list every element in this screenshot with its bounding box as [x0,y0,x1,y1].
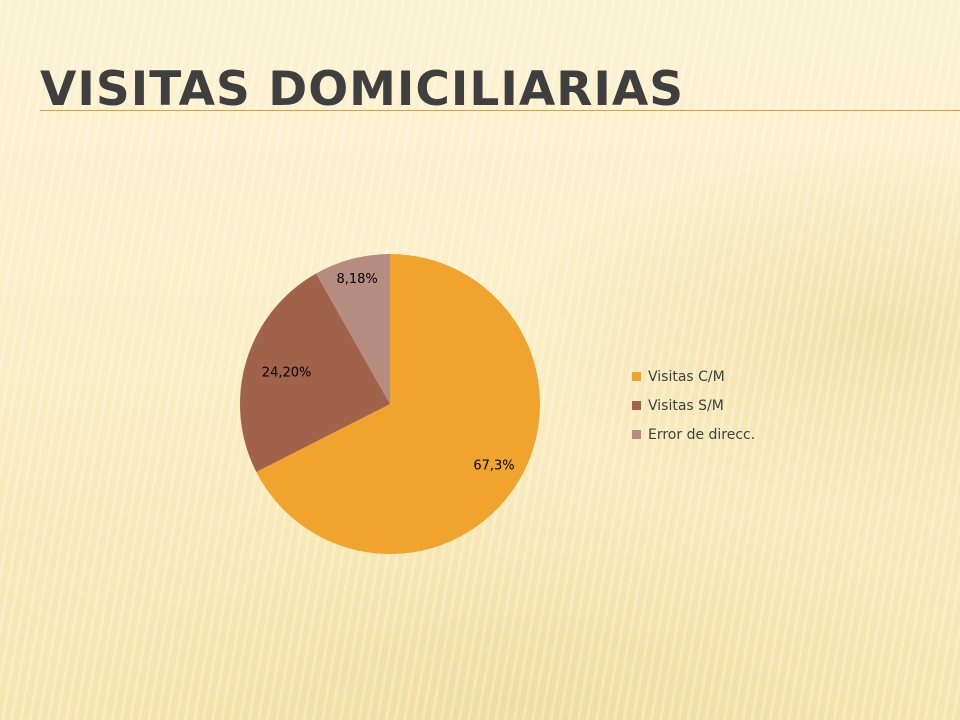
chart-legend: Visitas C/M Visitas S/M Error de direcc. [632,362,755,449]
pie-slice [256,254,540,554]
legend-swatch [632,372,641,381]
slide-title: Visitas domiciliarias [40,62,685,117]
legend-label: Visitas C/M [648,368,725,385]
pie-data-label: 24,20% [262,365,312,380]
pie-slice [316,254,390,404]
pie-slice [239,273,390,472]
legend-item: Error de direcc. [632,420,755,449]
legend-label: Error de direcc. [648,426,756,443]
legend-label: Visitas S/M [648,397,724,414]
legend-swatch [632,401,641,410]
pie-data-label: 8,18% [336,272,377,287]
legend-item: Visitas C/M [632,362,755,391]
pie-data-label: 67,3% [473,459,514,474]
title-underline [40,110,960,111]
legend-swatch [632,430,641,439]
legend-item: Visitas S/M [632,391,755,420]
